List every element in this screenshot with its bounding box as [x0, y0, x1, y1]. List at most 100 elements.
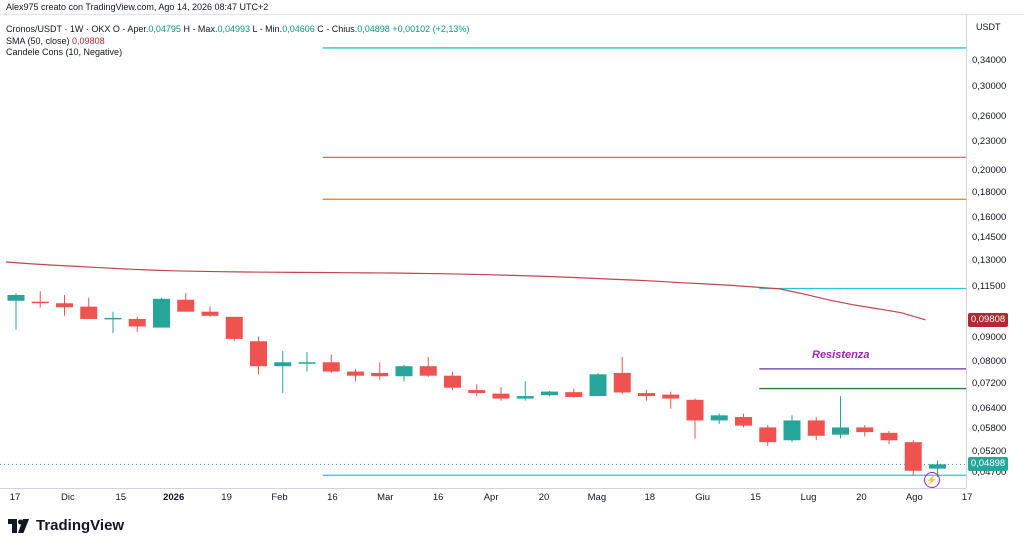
author-line: Alex975 creato con TradingView.com, Ago … — [6, 2, 269, 12]
candle-body — [347, 371, 364, 376]
candle-body — [395, 366, 413, 377]
tradingview-logo: TradingView — [8, 517, 124, 534]
time-tick-label: Feb — [271, 492, 288, 503]
candle-body — [371, 372, 389, 377]
price-tick-label: 0,05800 — [972, 423, 1007, 435]
tradingview-logo-icon — [8, 518, 29, 533]
candle-body — [613, 372, 631, 393]
currency-label: USDT — [976, 22, 1001, 32]
price-tick-label: 0,06400 — [972, 402, 1007, 414]
candle-body — [492, 393, 510, 399]
price-tick-label: 0,05200 — [972, 445, 1007, 457]
price-scale-border — [966, 14, 967, 488]
open-value: 0,04795 — [148, 24, 181, 34]
candle-body — [516, 396, 534, 399]
time-scale-border — [0, 488, 966, 489]
time-tick-label: 2026 — [163, 492, 185, 503]
time-tick-label: 17 — [9, 492, 21, 503]
candle-body — [565, 392, 583, 398]
candle-body — [444, 375, 461, 388]
candle-body — [419, 366, 437, 376]
sma-price-tag: 0,09808 — [968, 312, 1008, 327]
candle-body — [298, 362, 316, 364]
time-tick-label: 19 — [221, 492, 232, 503]
tradingview-logo-text: TradingView — [36, 517, 125, 534]
time-tick-label: 17 — [961, 492, 973, 503]
price-tick-label: 0,26000 — [972, 110, 1007, 122]
candle-body — [250, 341, 267, 367]
time-tick-label: 15 — [750, 492, 761, 503]
price-tick-label: 0,30000 — [972, 81, 1007, 93]
time-tick-label: 16 — [327, 492, 338, 503]
symbol-label: Cronos/USDT · 1W · OKX O - Aper. — [6, 24, 149, 34]
resistance-annotation[interactable]: Resistenza — [812, 349, 870, 361]
time-tick-label: Dic — [61, 492, 75, 503]
candle-body — [201, 311, 219, 316]
candle-body — [880, 432, 898, 441]
price-tick-label: 0,16000 — [972, 211, 1007, 223]
candle-body — [783, 420, 801, 441]
candle-body — [31, 301, 49, 304]
candle-indicator-legend[interactable]: Candele Cons (10, Negative) — [6, 47, 123, 57]
time-tick-label: Mag — [587, 492, 607, 503]
price-tick-label: 0,20000 — [972, 165, 1007, 177]
price-tick-label: 0,14500 — [972, 232, 1007, 244]
time-tick-label: 15 — [115, 492, 127, 503]
price-tick-label: 0,09000 — [972, 331, 1007, 343]
time-tick-label: Ago — [905, 492, 923, 503]
low-label: L - Min. — [252, 24, 283, 34]
candle-body — [638, 393, 655, 397]
candle-body — [153, 298, 170, 328]
time-tick-label: Apr — [483, 492, 499, 503]
last-price-tag: 0,04898 — [968, 457, 1008, 472]
time-tick-label: 18 — [644, 492, 656, 503]
price-tick-label: 0,13000 — [972, 255, 1007, 267]
candle-body — [856, 427, 874, 433]
candle-body — [468, 390, 486, 394]
high-label: H - Max. — [183, 24, 218, 34]
price-tick-label: 0,04700 — [972, 467, 1007, 478]
candle-body — [759, 427, 777, 443]
candle-body — [589, 374, 607, 397]
time-tick-label: 16 — [432, 492, 444, 503]
candle-body — [274, 362, 292, 367]
lightning-icon[interactable]: ⚡ — [924, 472, 940, 488]
sma-legend[interactable]: SMA (50, close) 0,09808 — [6, 36, 105, 47]
sma-line — [5, 261, 926, 321]
sma-label: SMA (50, close) — [6, 36, 70, 46]
change-value: +0,00102 (+2,13%) — [392, 24, 470, 34]
candle-body — [7, 295, 25, 301]
candle-body — [735, 417, 752, 426]
candle-body — [807, 420, 825, 436]
price-tick-label: 0,11500 — [972, 280, 1006, 292]
high-value: 0,04993 — [217, 24, 250, 34]
time-tick-label: 20 — [856, 492, 867, 503]
candle-body — [56, 303, 73, 308]
time-tick-label: Giu — [695, 492, 711, 503]
close-value: 0,04898 — [357, 24, 390, 34]
candle-body — [322, 362, 340, 372]
ohlc-legend: Cronos/USDT · 1W · OKX O - Aper.0,04795 … — [6, 24, 469, 35]
price-tick-label: 0,23000 — [972, 136, 1007, 148]
price-tick-label: 0,18000 — [972, 187, 1007, 199]
candle-body — [177, 299, 195, 312]
time-tick-label: Mar — [377, 492, 394, 503]
candle-body — [832, 427, 849, 435]
candle-body — [686, 399, 704, 421]
low-value: 0,04606 — [282, 24, 315, 34]
time-tick-label: Lug — [800, 492, 817, 503]
candle-body — [225, 316, 243, 339]
candle-body — [128, 318, 146, 327]
candle-body — [104, 317, 122, 320]
candle-body — [541, 391, 558, 396]
candle-body — [710, 415, 728, 421]
price-tick-label: 0,07200 — [972, 378, 1007, 390]
close-label: C - Chius. — [317, 24, 358, 34]
price-tick-label: 0,34000 — [972, 55, 1007, 66]
top-border — [0, 14, 1024, 15]
candle-body — [904, 442, 922, 471]
time-tick-label: 20 — [538, 492, 550, 503]
candle-body — [80, 306, 98, 319]
candle-body — [929, 464, 946, 469]
